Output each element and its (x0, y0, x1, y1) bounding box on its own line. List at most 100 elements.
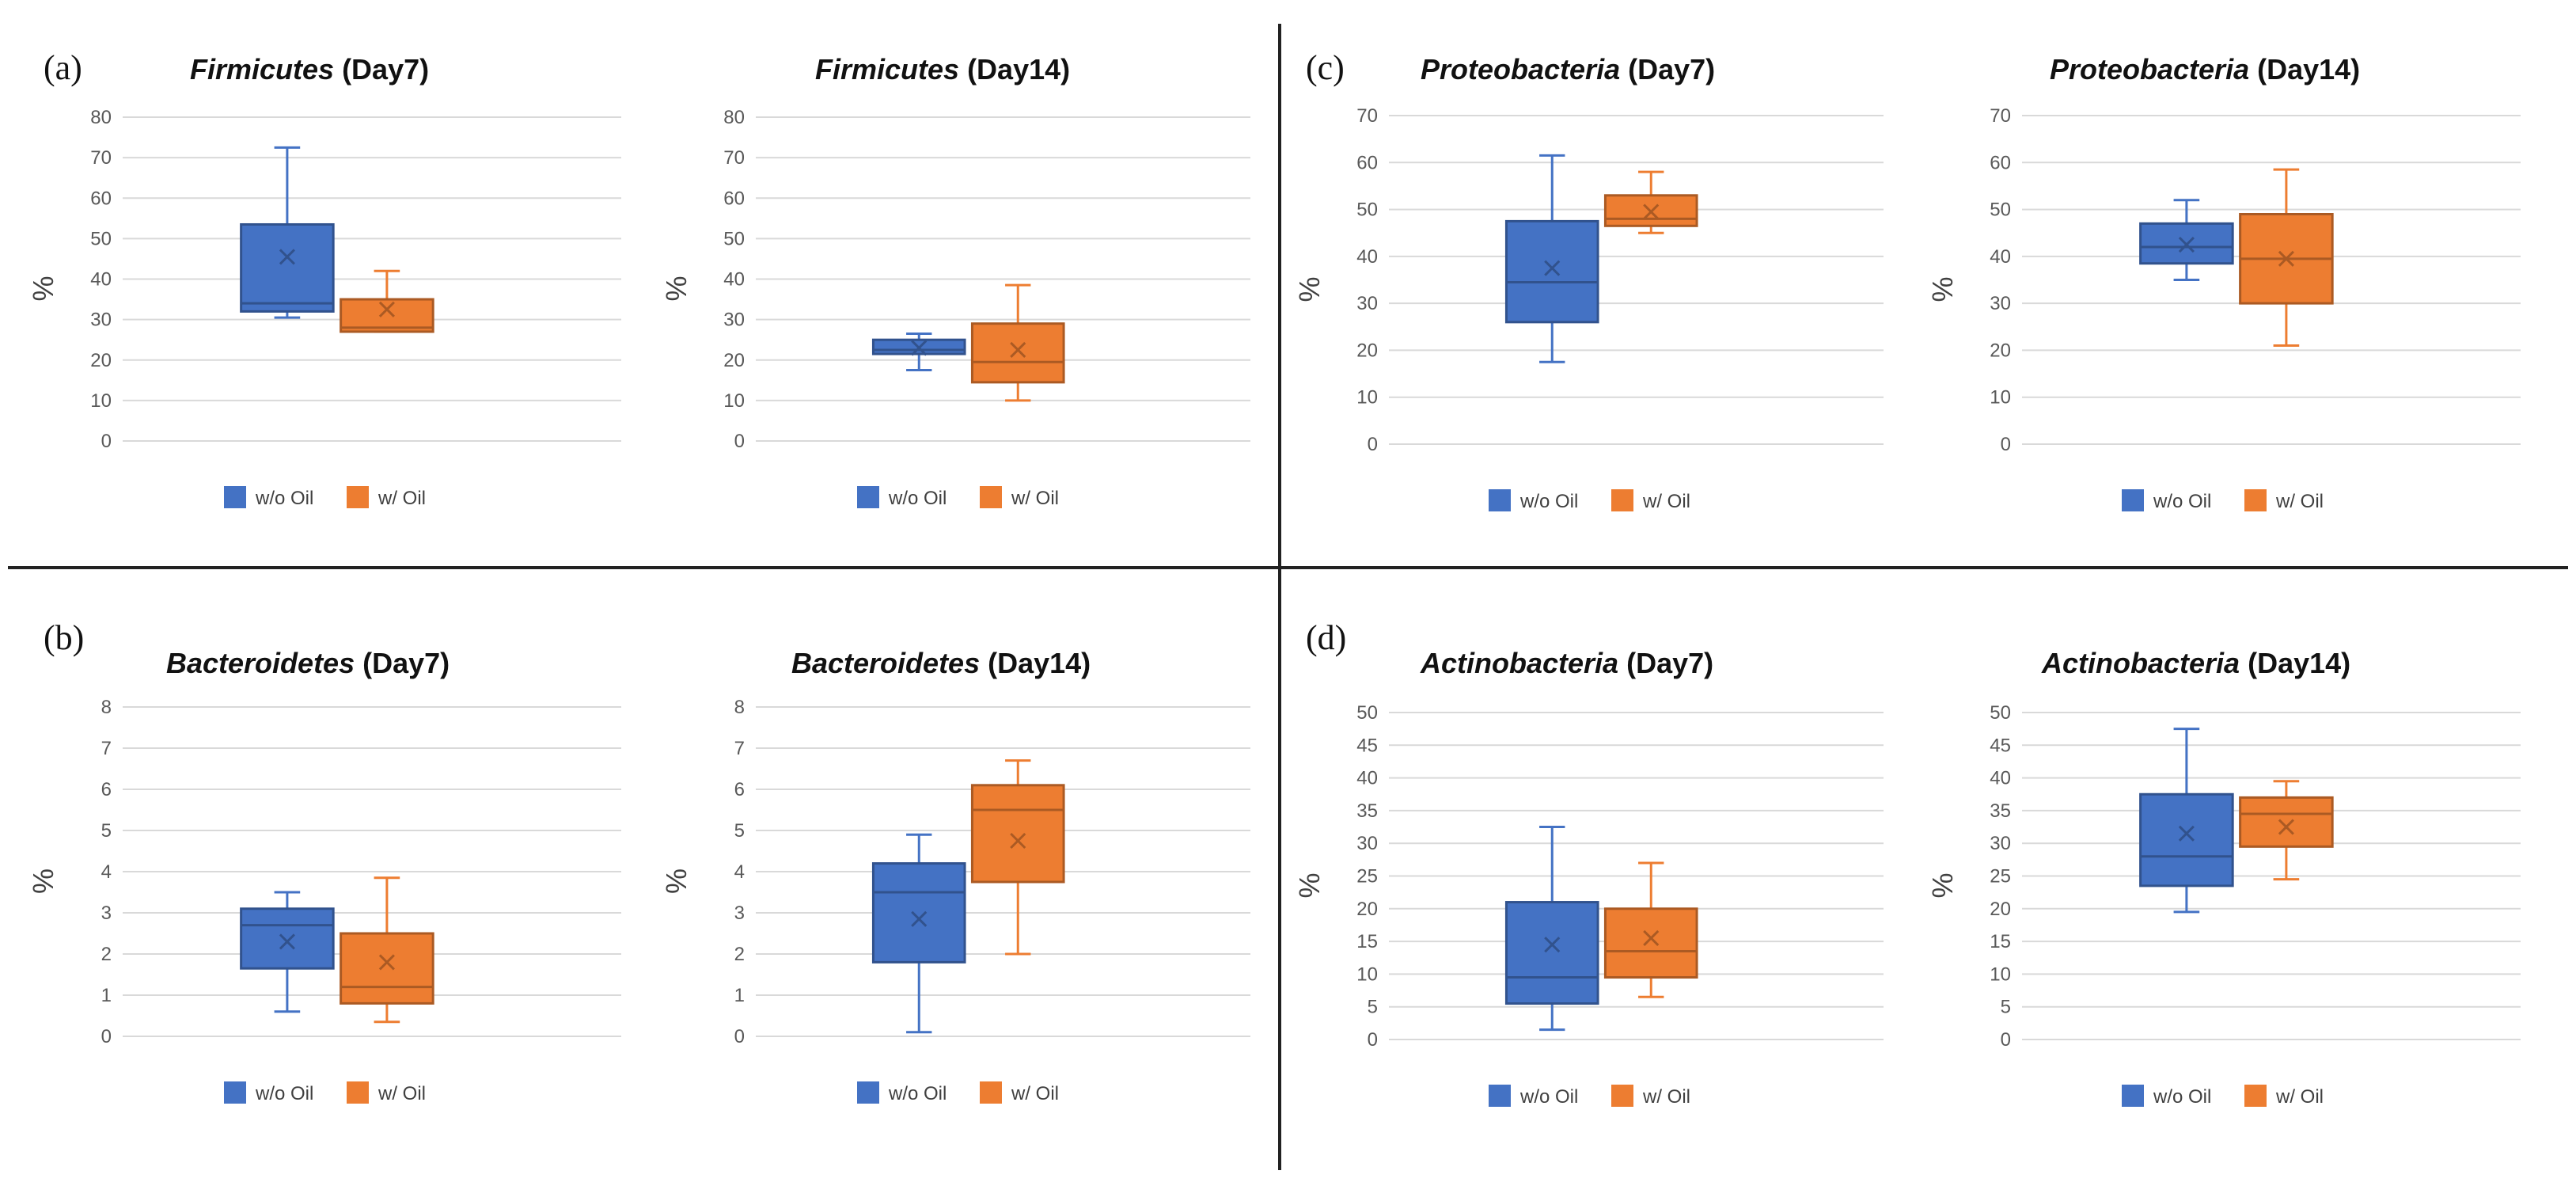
legend-label: w/ Oil (1011, 488, 1059, 509)
legend-label: w/ Oil (1011, 1083, 1059, 1104)
box-series-wo-oil (871, 333, 966, 372)
y-axis-label: % (660, 868, 692, 894)
y-tick-label: 25 (1356, 866, 1378, 887)
chart-title-day: (Day14) (2249, 53, 2360, 86)
y-tick-label: 40 (1356, 768, 1378, 789)
y-tick-label: 40 (1356, 246, 1378, 268)
chart-title-day: (Day7) (1620, 53, 1715, 86)
chart-8: Actinobacteria (Day14)% 0 5 10 15 20 25 30 35 40 4… (1926, 647, 2521, 1108)
chart-1: Firmicutes (Day7)% 0 10 20 30 40 50 60 70 80 w/o O… (27, 53, 621, 509)
box-iqr (2139, 792, 2234, 887)
chart-title: Firmicutes (Day14) (815, 53, 1070, 86)
chart-title: Actinobacteria (Day7) (1420, 647, 1713, 679)
box-series-wo-oil (1504, 154, 1599, 363)
box-series-wo-oil (2139, 728, 2234, 914)
chart-title-taxon: Actinobacteria (1420, 647, 1618, 679)
box-series-w-oil (970, 759, 1065, 956)
y-tick-label: 0 (101, 431, 112, 452)
legend-swatch (980, 1081, 1002, 1104)
chart-title-taxon: Firmicutes (190, 53, 334, 86)
box-iqr (1603, 907, 1698, 979)
y-axis-label: % (1293, 276, 1326, 302)
y-tick-label: 0 (1368, 434, 1378, 455)
y-tick-label: 20 (1990, 899, 2011, 920)
legend-swatch (857, 486, 879, 508)
chart-4: Proteobacteria (Day14)% 0 10 20 30 40 50 60 70 w/… (1926, 53, 2521, 512)
box-series-wo-oil (240, 146, 335, 319)
chart-2: Firmicutes (Day14)% 0 10 20 30 40 50 60 70 80 w/o … (660, 53, 1250, 509)
legend-label: w/ Oil (377, 1083, 426, 1104)
legend-swatch (2244, 489, 2267, 511)
panel-label-c: (c) (1306, 48, 1345, 87)
legend-swatch (1611, 1085, 1633, 1107)
y-tick-label: 20 (723, 350, 745, 371)
legend: w/o Oil w/ Oil (1489, 1085, 1690, 1108)
y-tick-label: 6 (101, 779, 112, 800)
legend: w/o Oil w/ Oil (2122, 489, 2324, 512)
legend-swatch (980, 486, 1002, 508)
mean-marker (1544, 937, 1561, 953)
mean-marker (911, 340, 928, 356)
y-tick-label: 30 (1990, 293, 2011, 314)
legend-swatch (347, 486, 369, 508)
y-tick-label: 10 (1356, 387, 1378, 409)
mean-marker (2178, 825, 2195, 842)
y-tick-label: 50 (1990, 200, 2011, 221)
y-tick-label: 50 (1356, 702, 1378, 724)
y-tick-label: 50 (723, 228, 745, 249)
y-tick-label: 60 (1990, 152, 2011, 173)
chart-title-day: (Day14) (959, 53, 1070, 86)
legend-label: w/ Oil (2275, 1086, 2324, 1108)
y-tick-label: 30 (723, 310, 745, 331)
y-tick-label: 10 (1990, 963, 2011, 985)
legend-label: w/ Oil (1642, 1086, 1690, 1108)
mean-marker (1010, 832, 1026, 849)
y-tick-label: 15 (1990, 931, 2011, 952)
y-tick-label: 5 (1368, 997, 1378, 1018)
y-tick-label: 70 (723, 147, 745, 169)
box-series-w-oil (340, 876, 434, 1024)
chart-title-day: (Day7) (1618, 647, 1713, 679)
y-tick-label: 1 (101, 985, 112, 1006)
y-tick-label: 0 (734, 431, 745, 452)
y-tick-label: 0 (2001, 1029, 2011, 1051)
box-series-w-oil (1603, 170, 1698, 234)
y-tick-label: 6 (734, 779, 745, 800)
box-series-w-oil (340, 269, 434, 333)
chart-title: Firmicutes (Day7) (190, 53, 429, 86)
legend-label: w/ Oil (2275, 491, 2324, 512)
legend-swatch (2122, 1085, 2144, 1107)
legend-label: w/o Oil (255, 488, 313, 509)
y-axis-label: % (27, 868, 59, 894)
legend-swatch (857, 1081, 879, 1104)
y-tick-label: 30 (1990, 833, 2011, 854)
mean-marker (378, 954, 395, 971)
y-tick-label: 7 (101, 738, 112, 759)
y-tick-label: 30 (1356, 293, 1378, 314)
legend-swatch (1489, 1085, 1511, 1107)
legend: w/o Oil w/ Oil (2122, 1085, 2324, 1108)
y-tick-label: 5 (2001, 997, 2011, 1018)
y-tick-label: 50 (1990, 702, 2011, 724)
chart-title-taxon: Bacteroidetes (791, 647, 980, 679)
chart-title: Bacteroidetes (Day14) (791, 647, 1091, 679)
legend-label: w/o Oil (255, 1083, 313, 1104)
legend: w/o Oil w/ Oil (224, 486, 426, 509)
legend-label: w/o Oil (2153, 491, 2211, 512)
y-tick-label: 70 (90, 147, 112, 169)
mean-marker (1544, 260, 1561, 276)
legend: w/o Oil w/ Oil (857, 1081, 1059, 1104)
legend-swatch (1489, 489, 1511, 511)
mean-marker (2178, 236, 2195, 253)
y-tick-label: 20 (1356, 899, 1378, 920)
y-tick-label: 3 (101, 903, 112, 924)
y-tick-label: 40 (90, 269, 112, 291)
chart-title: Actinobacteria (Day14) (2041, 647, 2350, 679)
mean-marker (1643, 203, 1660, 220)
box-series-w-oil (1603, 861, 1698, 998)
y-tick-label: 10 (1356, 963, 1378, 985)
chart-title: Proteobacteria (Day7) (1421, 53, 1715, 86)
y-tick-label: 35 (1990, 800, 2011, 822)
box-series-wo-oil (871, 833, 966, 1034)
